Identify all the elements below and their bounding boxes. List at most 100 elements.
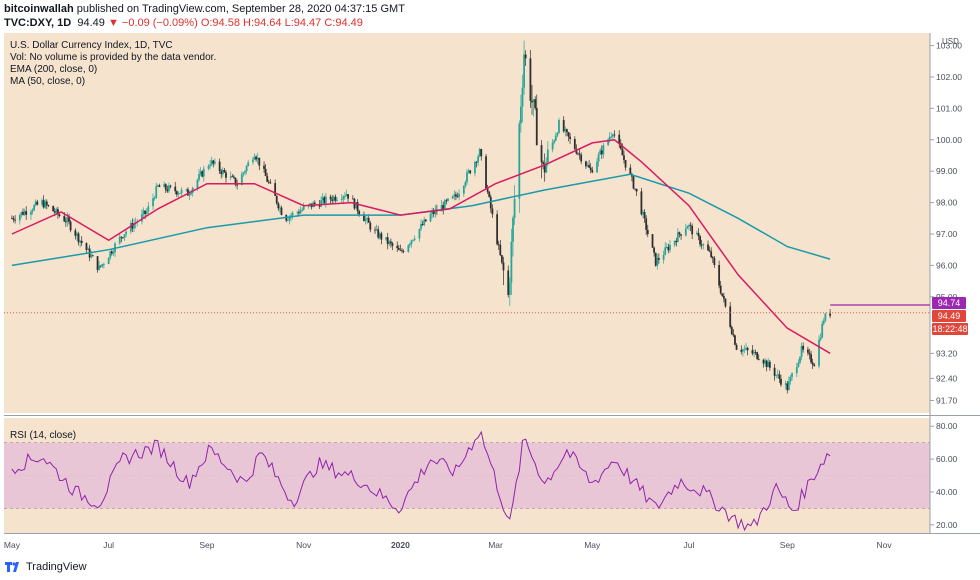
candle-body [691, 226, 694, 235]
candle-body [791, 373, 793, 377]
candle-body [488, 191, 491, 197]
price-tag: 94.49 [932, 310, 966, 322]
candle-body [780, 378, 782, 385]
candle-body [107, 257, 110, 264]
candle-body [364, 219, 367, 222]
candle-body [665, 246, 668, 248]
candle-body [156, 185, 159, 187]
candle-body [79, 240, 82, 243]
candle-body [565, 129, 568, 133]
candle-body [418, 228, 421, 239]
candle-body [45, 201, 48, 206]
candle-body [802, 345, 805, 350]
price-axis-label: 100.00 [936, 135, 962, 145]
tradingview-logo-icon[interactable] [4, 561, 22, 573]
candle-body [578, 153, 581, 155]
candle-body [242, 172, 245, 175]
candle-body [336, 200, 338, 201]
price-unit-label: USD [942, 37, 959, 46]
candle-body [657, 257, 660, 260]
price-axis-label: 102.00 [936, 72, 962, 82]
candle-body [269, 182, 272, 184]
candle-body [274, 183, 277, 196]
candle-body [746, 347, 749, 351]
candle-body [524, 54, 527, 59]
candle-body [656, 257, 659, 266]
candle-body [347, 194, 349, 199]
candle-body [412, 239, 414, 241]
rsi-line [11, 430, 831, 532]
time-axis-label: Mar [488, 540, 503, 550]
candle-body [185, 189, 188, 191]
candle-body [380, 233, 383, 240]
candle-body [556, 132, 559, 136]
candle-body [210, 160, 213, 165]
candle-body [642, 211, 644, 215]
candle-body [256, 157, 259, 160]
rsi-axis-label: 60.00 [936, 454, 958, 464]
candle-body [597, 154, 600, 162]
candle-body [91, 255, 94, 257]
candle-body [458, 193, 460, 197]
candle-body [141, 213, 143, 222]
candle-body [266, 176, 269, 182]
candle-body [225, 172, 227, 178]
candle-body [734, 335, 736, 345]
candle-body [500, 255, 503, 263]
candle-body [542, 162, 545, 164]
rsi-label[interactable]: RSI (14, close) [10, 430, 77, 441]
candle-body [109, 251, 112, 258]
candle-body [298, 212, 300, 214]
candle-body [96, 256, 99, 270]
price-axis-label: 101.00 [936, 103, 962, 113]
candle-body [190, 192, 193, 195]
legend-ema[interactable]: EMA (200, close, 0) [10, 64, 98, 75]
chart-legend: U.S. Dollar Currency Index, 1D, TVC Vol:… [10, 40, 216, 88]
candle-body [220, 170, 223, 175]
candle-body [713, 258, 716, 266]
candle-body [367, 218, 370, 223]
candle-body [669, 244, 671, 251]
candle-body [764, 360, 766, 364]
candle-body [740, 349, 743, 352]
candle-body [377, 229, 380, 238]
candle-body [163, 184, 166, 187]
candle-body [489, 196, 492, 209]
candle-body [508, 282, 511, 295]
candle-body [787, 381, 790, 391]
candle-body [799, 356, 801, 363]
candle-body [41, 200, 43, 205]
symbol: TVC:DXY, 1D [4, 17, 72, 29]
candle-body [512, 217, 514, 242]
candle-body [12, 218, 15, 220]
candle-body [247, 162, 250, 167]
candle-body [567, 132, 570, 137]
candle-body [391, 243, 394, 246]
last-price: 94.49 [77, 17, 105, 29]
candle-body [101, 264, 104, 267]
price-chart[interactable]: 103.00 102.00 101.00 100.00 99.00 98.00 97.00 9… [0, 28, 980, 556]
candle-body [613, 134, 616, 136]
candle-body [708, 250, 711, 252]
candle-body [808, 352, 811, 355]
author-name[interactable]: bitcoinwallah [4, 3, 74, 15]
price-axis-label: 96.00 [936, 260, 958, 270]
candle-body [397, 248, 400, 250]
candle-body [152, 198, 154, 207]
candle-body [710, 251, 713, 258]
footer-brand[interactable]: TradingView [26, 561, 87, 573]
candle-body [85, 243, 88, 250]
candle-body [586, 165, 589, 167]
candle-body [543, 163, 546, 173]
candle-body [110, 251, 113, 254]
candle-body [209, 164, 212, 166]
candle-body [74, 230, 77, 236]
candle-body [564, 129, 567, 132]
candle-body [662, 254, 665, 260]
legend-ma[interactable]: MA (50, close, 0) [10, 76, 86, 87]
ma-50-line [11, 139, 831, 354]
candle-body [309, 203, 311, 205]
candle-body [821, 323, 824, 338]
candle-body [619, 143, 622, 149]
candle-body [496, 214, 499, 245]
